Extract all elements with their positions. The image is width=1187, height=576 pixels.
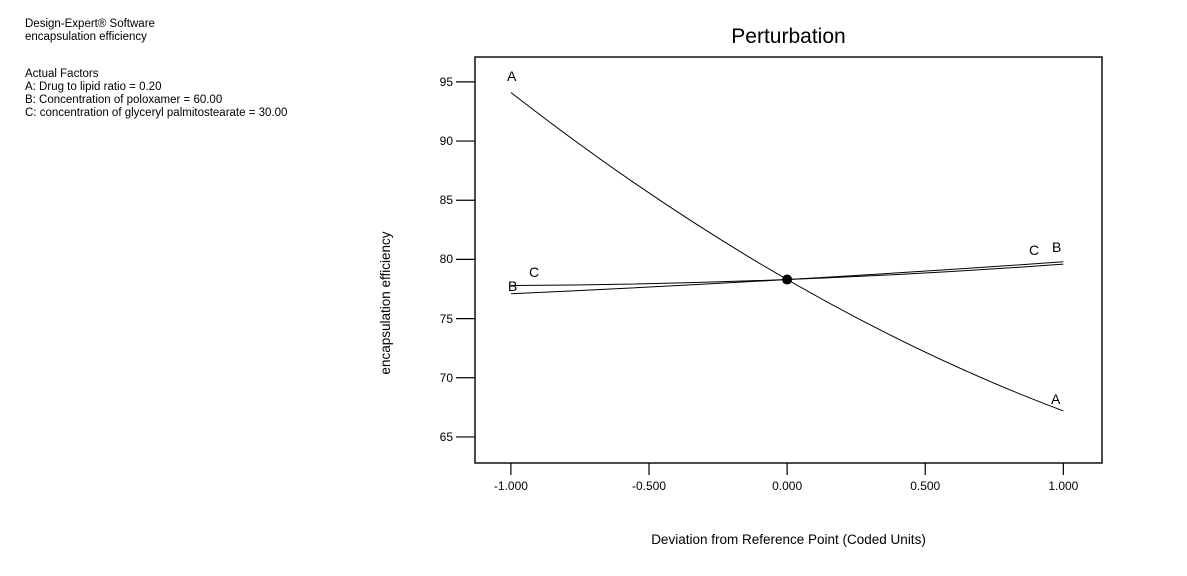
chart-title: Perturbation xyxy=(731,25,846,48)
curve-label-A-right: A xyxy=(1051,391,1061,407)
factor-a-line: A: Drug to lipid ratio = 0.20 xyxy=(25,81,162,93)
x-tick-label: 0.500 xyxy=(910,479,941,493)
x-tick-label: -0.500 xyxy=(631,479,667,493)
y-tick-label: 90 xyxy=(439,134,453,149)
y-tick-label: 95 xyxy=(439,74,453,89)
curve-label-B-right: B xyxy=(1052,239,1062,255)
x-tick-label: 0.000 xyxy=(772,479,803,493)
response-name: encapsulation efficiency xyxy=(25,31,147,43)
software-name: Design-Expert® Software xyxy=(25,18,155,30)
y-tick-label: 75 xyxy=(439,311,453,326)
y-tick-label: 70 xyxy=(439,370,453,385)
curve-label-B-left: B xyxy=(508,278,518,294)
x-tick-label: -1.000 xyxy=(493,479,528,493)
y-tick-label: 85 xyxy=(439,193,453,208)
plot-border xyxy=(474,56,1103,464)
factor-c-line: C: concentration of glyceryl palmitostea… xyxy=(25,107,288,119)
y-tick-label: 80 xyxy=(439,252,453,267)
y-tick-label: 65 xyxy=(439,429,453,444)
info-panel: Design-Expert® Software encapsulation ef… xyxy=(25,18,287,120)
x-tick-label: 1.000 xyxy=(1048,479,1079,493)
curve-label-A-left: A xyxy=(507,68,517,84)
curve-label-C-left: C xyxy=(529,264,540,280)
curve-label-C-right: C xyxy=(1029,242,1040,258)
curve-A xyxy=(510,92,1064,412)
reference-point-dot xyxy=(782,274,793,285)
x-axis-title: Deviation from Reference Point (Coded Un… xyxy=(651,532,926,547)
actual-factors-heading: Actual Factors xyxy=(25,68,99,80)
factor-b-line: B: Concentration of poloxamer = 60.00 xyxy=(25,94,223,106)
